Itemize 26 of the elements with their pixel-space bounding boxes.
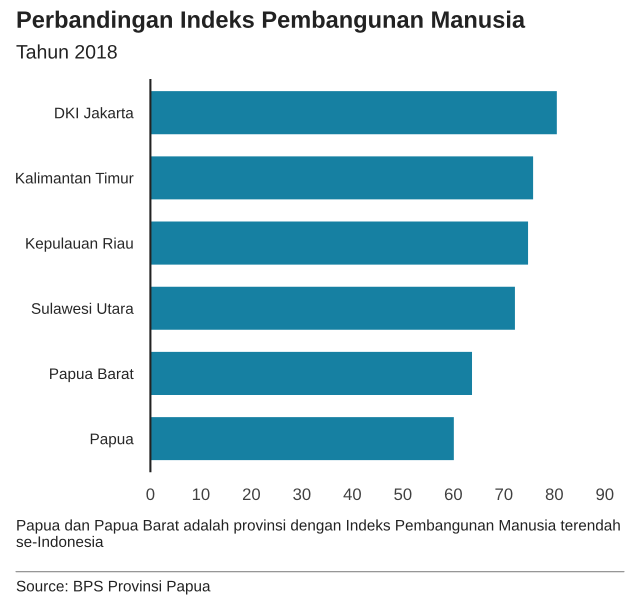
x-tick-label: 60: [444, 488, 462, 500]
x-tick-label: 90: [596, 488, 614, 500]
chart-title: Perbandingan Indeks Pembangunan Manusia: [18, 10, 526, 33]
x-tick-label: 70: [495, 488, 512, 500]
source-note: Source: BPS Provinsi Papua: [16, 580, 210, 595]
x-tick-label: 20: [242, 488, 260, 500]
bar: [150, 352, 472, 395]
x-tick-label: 10: [192, 488, 210, 500]
bar: [150, 222, 528, 265]
x-tick-label: 50: [394, 488, 412, 500]
text: Papua dan Papua Barat adalah provinsi dengan Indeks Pembangunan Manusia terendah se-Indonesia: [16, 519, 620, 548]
bar: [150, 286, 515, 330]
y-tick-label: DKI Jakarta: [55, 107, 134, 118]
x-tick-label: 40: [343, 488, 361, 500]
x-tick-label: 30: [293, 488, 310, 500]
x-tick-label: 0: [146, 488, 154, 500]
y-tick-label: Papua: [90, 434, 134, 448]
y-tick-label: Sulawesi Utara: [32, 302, 134, 314]
y-tick-label: Papua Barat: [50, 368, 134, 382]
y-tick-label: Kalimantan Timur: [16, 172, 134, 184]
y-tick-label: Kepulauan Riau: [26, 238, 133, 252]
bar: [150, 91, 557, 134]
bar: [150, 417, 454, 460]
bar: [150, 156, 534, 200]
chart-subtitle: Tahun 2018: [16, 44, 117, 59]
x-tick-label: 80: [546, 488, 563, 500]
